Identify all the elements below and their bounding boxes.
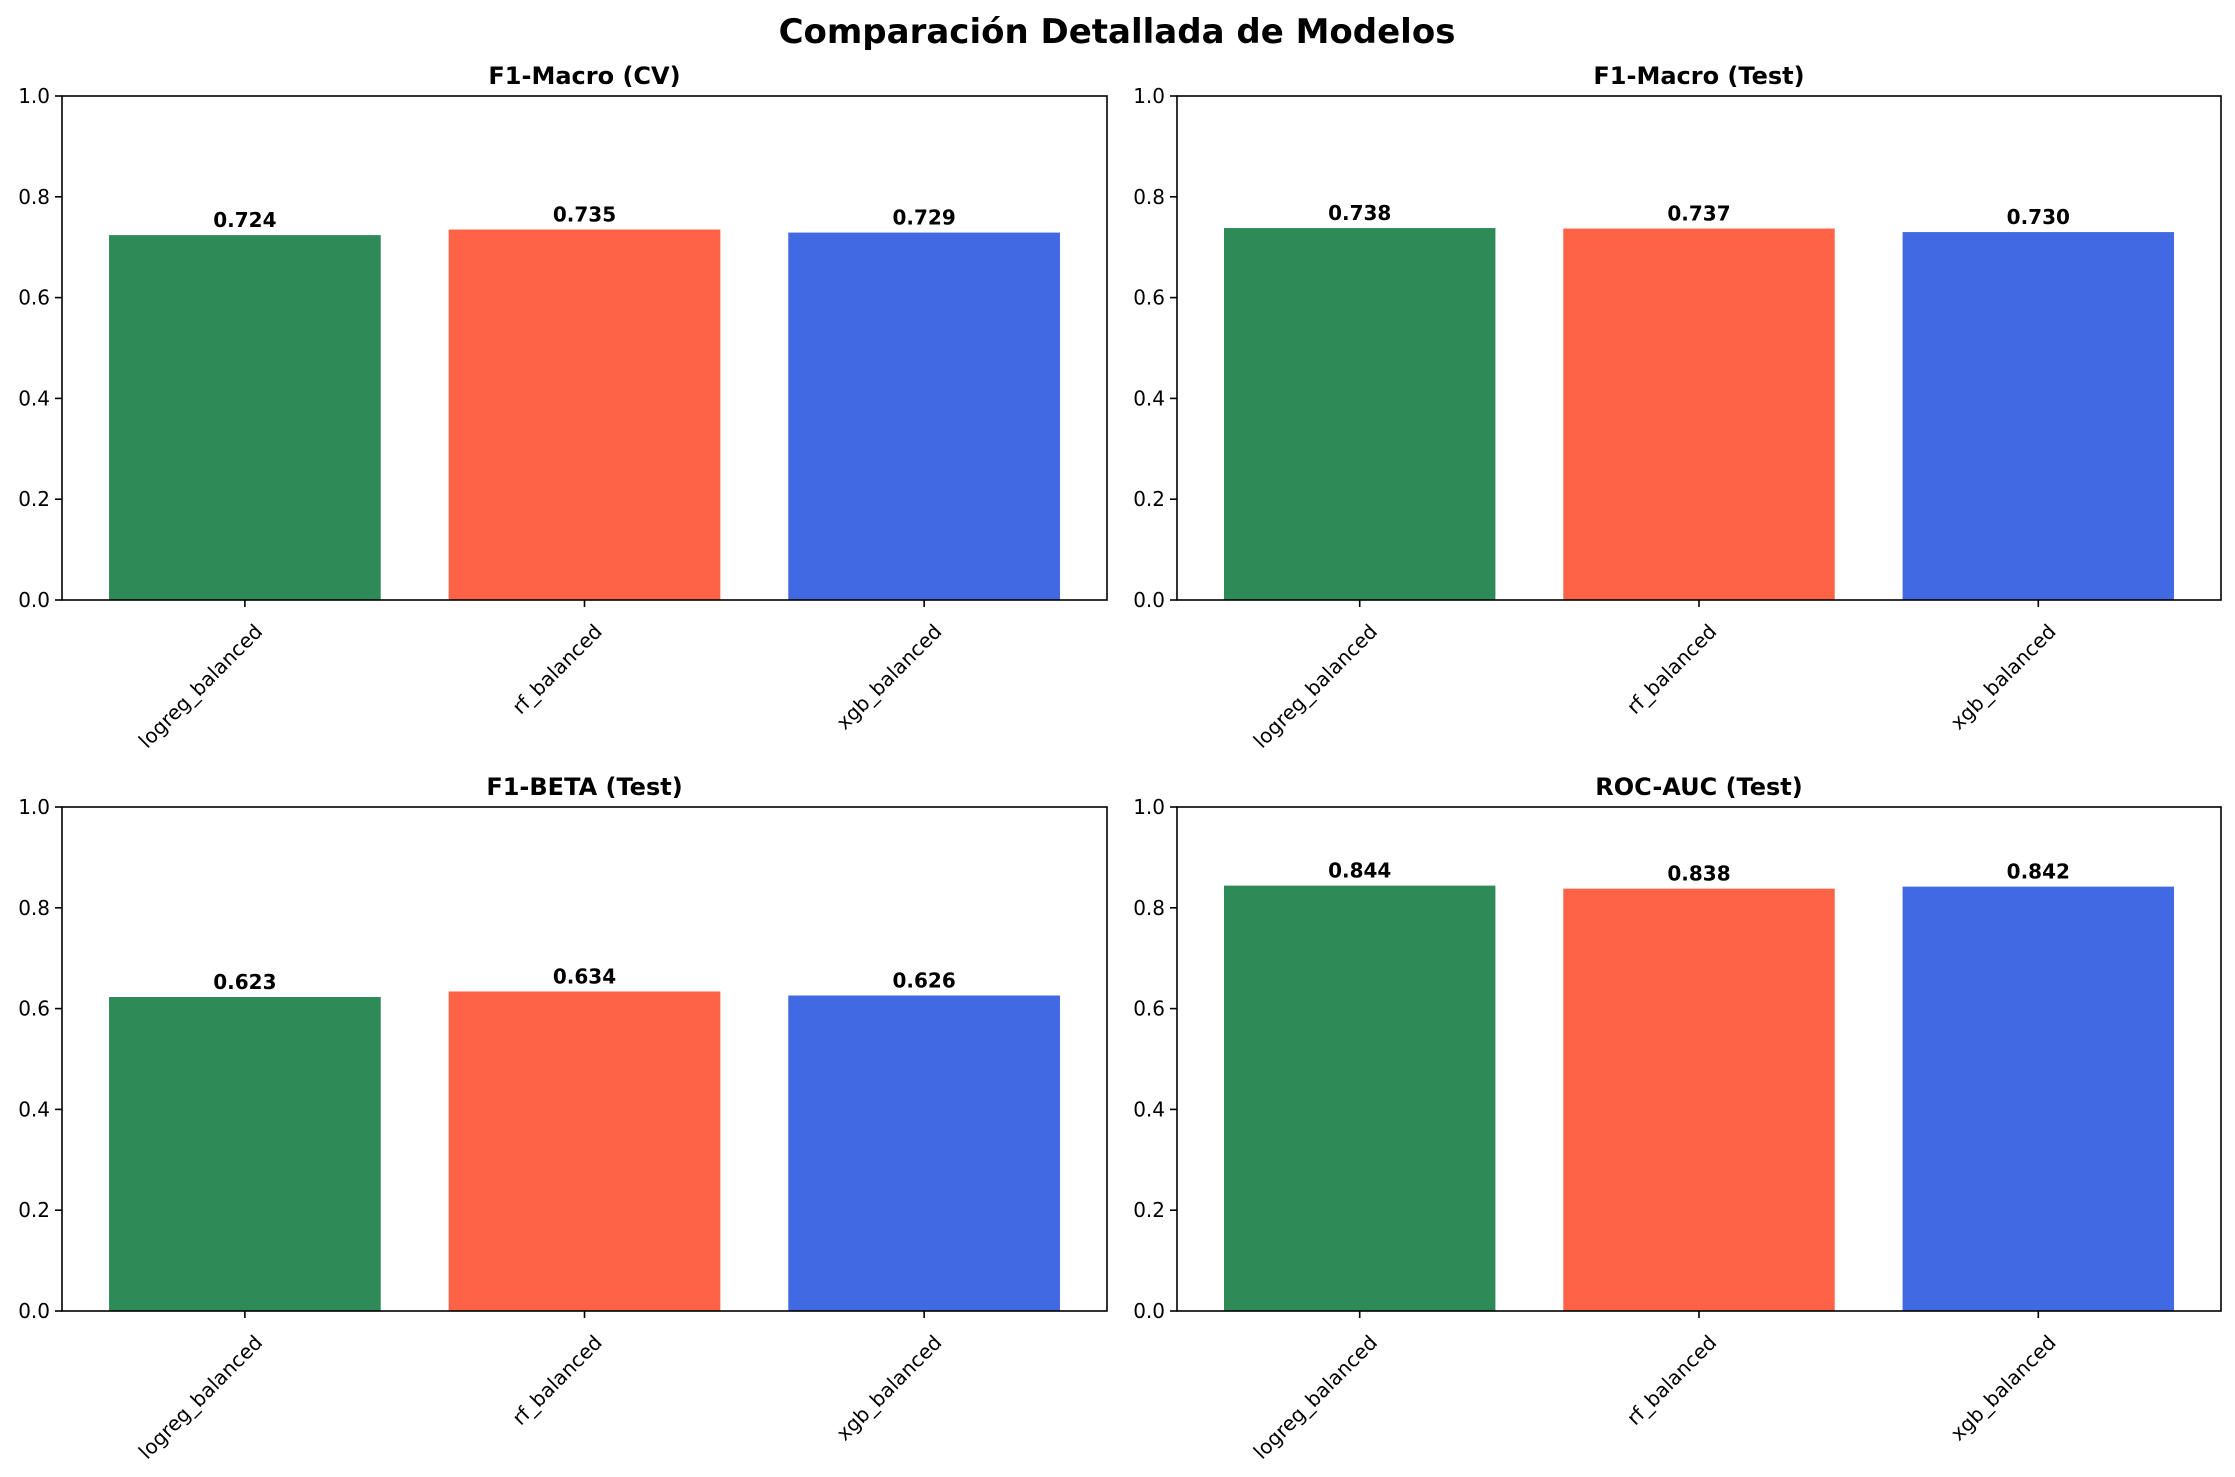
chart-4-panel: ROC-AUC (Test) 0.844 logreg_balanced 0.838 r… [1133,773,2222,1464]
chart-2-y-tick-label: 1.0 [1133,84,1165,108]
chart-3-value-label-xgb-balanced: 0.626 [892,968,955,992]
chart-4-y-tick-label: 0.0 [1133,1299,1165,1323]
chart-1-title: F1-Macro (CV) [488,62,680,90]
chart-1-x-tick-label-xgb-balanced: xgb_balanced [831,619,946,734]
chart-1-value-label-rf-balanced: 0.735 [553,203,616,227]
chart-4-value-label-rf-balanced: 0.838 [1667,862,1730,886]
chart-2-x-tick-label-xgb-balanced: xgb_balanced [1946,619,2061,734]
chart-3-axes-frame [61,806,1108,1312]
chart-1-bar-rf-balanced [448,229,721,600]
chart-1-panel: F1-Macro (CV) 0.724 logreg_balanced 0.735 rf… [18,62,1108,753]
chart-1-bar-logreg-balanced [109,235,381,600]
chart-1-x-tick-label-rf-balanced: rf_balanced [507,619,606,718]
chart-3-y-tick-label: 0.0 [18,1299,50,1323]
chart-1-y-tick-label: 0.4 [18,386,50,410]
chart-2-bar-logreg-balanced [1223,228,1496,600]
chart-3-y-tick-label: 0.4 [18,1097,50,1121]
chart-3-bar-rf-balanced [448,991,721,1311]
chart-2-bar-rf-balanced [1563,228,1835,600]
chart-4-y-tick-label: 1.0 [1133,795,1165,819]
chart-3-value-label-logreg-balanced: 0.623 [213,970,276,994]
chart-4-bar-rf-balanced [1563,888,1835,1311]
chart-4-value-label-xgb-balanced: 0.842 [2007,860,2070,884]
chart-2-y-tick-label: 0.0 [1133,588,1165,612]
chart-3-title: F1-BETA (Test) [486,773,682,801]
chart-4-y-tick-label: 0.2 [1133,1198,1165,1222]
chart-3-value-label-rf-balanced: 0.634 [553,964,616,988]
figure-title: Comparación Detallada de Modelos [779,12,1456,52]
chart-3-panel: F1-BETA (Test) 0.623 logreg_balanced 0.634 r… [18,773,1108,1464]
chart-1-y-tick-label: 0.8 [18,185,50,209]
chart-2-bar-xgb-balanced [1902,232,2175,600]
chart-2-value-label-logreg-balanced: 0.738 [1328,201,1391,225]
chart-1-bar-xgb-balanced [788,232,1060,601]
chart-4-axes-frame [1176,806,2222,1312]
chart-2-panel: F1-Macro (Test) 0.738 logreg_balanced 0.737… [1133,62,2222,753]
chart-3-bar-xgb-balanced [788,995,1060,1311]
chart-3-y-tick-label: 0.8 [18,896,50,920]
chart-2-y-tick-label: 0.6 [1133,286,1165,310]
chart-3-y-tick-label: 0.6 [18,997,50,1021]
chart-2-y-tick-label: 0.4 [1133,386,1165,410]
chart-1-y-tick-label: 0.2 [18,487,50,511]
chart-2-value-label-rf-balanced: 0.737 [1667,202,1730,226]
chart-4-value-label-logreg-balanced: 0.844 [1328,859,1391,883]
chart-4-bar-xgb-balanced [1902,886,2175,1311]
chart-3-y-tick-label: 0.2 [18,1198,50,1222]
chart-2-y-tick-label: 0.2 [1133,487,1165,511]
chart-panels: F1-Macro (CV) 0.724 logreg_balanced 0.735 rf… [18,62,2222,1464]
chart-1-value-label-xgb-balanced: 0.729 [892,206,955,230]
chart-4-bar-logreg-balanced [1223,885,1496,1311]
chart-1-axes-frame [61,95,1108,601]
chart-4-x-tick-label-xgb-balanced: xgb_balanced [1946,1330,2061,1445]
chart-1-x-tick-label-logreg-balanced: logreg_balanced [134,619,267,752]
chart-3-y-tick-label: 1.0 [18,795,50,819]
chart-2-y-tick-label: 0.8 [1133,185,1165,209]
chart-1-value-label-logreg-balanced: 0.724 [213,208,276,232]
chart-2-axes-frame [1176,95,2222,601]
chart-4-y-tick-label: 0.4 [1133,1097,1165,1121]
chart-1-y-tick-label: 1.0 [18,84,50,108]
chart-4-y-tick-label: 0.6 [1133,997,1165,1021]
chart-4-x-tick-label-rf-balanced: rf_balanced [1622,1330,1721,1429]
chart-1-y-tick-label: 0.0 [18,588,50,612]
chart-3-x-tick-label-logreg-balanced: logreg_balanced [134,1330,267,1463]
chart-4-y-tick-label: 0.8 [1133,896,1165,920]
chart-3-x-tick-label-rf-balanced: rf_balanced [507,1330,606,1429]
chart-4-title: ROC-AUC (Test) [1595,773,1802,801]
chart-3-bar-logreg-balanced [109,997,381,1311]
chart-4-x-tick-label-logreg-balanced: logreg_balanced [1249,1330,1382,1463]
chart-2-value-label-xgb-balanced: 0.730 [2007,205,2070,229]
chart-2-title: F1-Macro (Test) [1593,62,1804,90]
chart-1-y-tick-label: 0.6 [18,286,50,310]
chart-3-x-tick-label-xgb-balanced: xgb_balanced [831,1330,946,1445]
chart-2-x-tick-label-logreg-balanced: logreg_balanced [1249,619,1382,752]
chart-2-x-tick-label-rf-balanced: rf_balanced [1622,619,1721,718]
